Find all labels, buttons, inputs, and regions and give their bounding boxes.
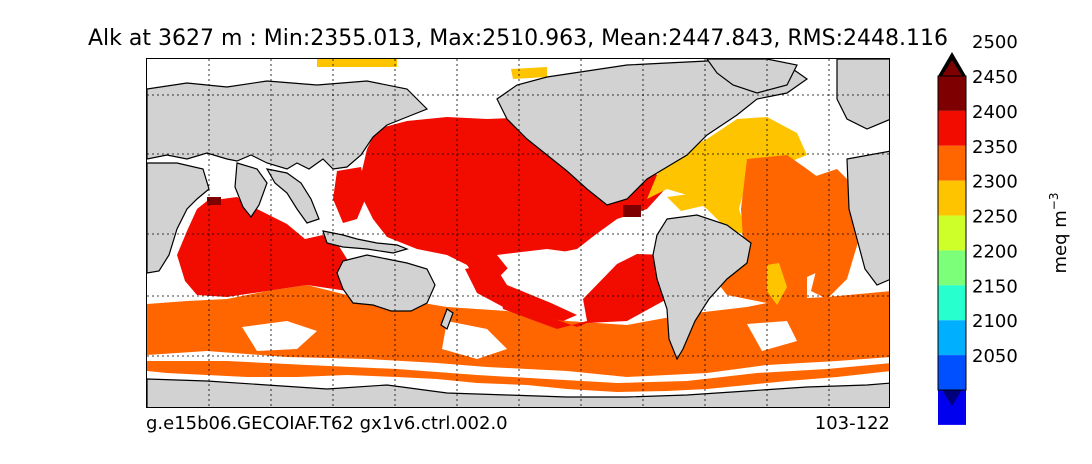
colorbar-tick-label: 2450: [972, 67, 1018, 88]
colorbar-segment: [938, 250, 966, 286]
region-indian-ocean: [177, 197, 373, 297]
region-arabian: [207, 197, 221, 205]
colorbar-segment: [938, 145, 966, 181]
region-gap: [497, 249, 583, 275]
land-europe-right: [836, 59, 889, 130]
colorbar-tick-label: 2050: [972, 346, 1018, 367]
region-south-atlantic-yellow: [767, 263, 787, 305]
case-name-label: g.e15b06.GECOIAF.T62 gx1v6.ctrl.002.0: [146, 413, 508, 434]
colorbar-unit-label: meq m−3: [1047, 193, 1071, 274]
region-pacific-west: [333, 167, 367, 223]
land-indonesia: [322, 230, 409, 254]
land-greenland: [706, 59, 798, 94]
colorbar-segment: [942, 60, 962, 76]
plot-title: Alk at 3627 m : Min:2355.013, Max:2510.9…: [88, 26, 948, 51]
region-pacific-south: [465, 263, 577, 321]
colorbar-segment: [938, 110, 966, 146]
colorbar-tick-label: 2500: [972, 32, 1018, 53]
region-north-atlantic: [647, 117, 807, 235]
land-africa-left: [147, 162, 210, 274]
region-gap: [242, 321, 317, 351]
colorbar-segment: [942, 390, 962, 406]
colorbar-segment: [938, 355, 966, 390]
land-nz: [440, 308, 454, 330]
land-india: [234, 162, 268, 219]
colorbar-tick-label: 2400: [972, 102, 1018, 123]
land-masses: [147, 59, 889, 407]
colorbar-tick-label: 2200: [972, 241, 1018, 262]
region-gap: [747, 321, 797, 351]
years-label: 103-122: [814, 413, 890, 434]
colorbar-segment: [938, 180, 966, 216]
land-africa-right: [846, 150, 889, 286]
map-canvas: [147, 59, 889, 407]
colorbar-tick-label: 2350: [972, 137, 1018, 158]
region-gap: [147, 351, 889, 383]
region-brazil-yellow: [667, 193, 707, 211]
region-arctic-yellow: [317, 59, 397, 67]
colorbar: 2050 2100 2150 2200 2250 2300 2350 2400 2450 2500…: [920, 32, 1071, 425]
colorbar-segment: [938, 285, 966, 321]
world-map: [146, 58, 890, 408]
colorbar-tick-label: 2250: [972, 207, 1018, 228]
colorbar-tick-label: 2100: [972, 311, 1018, 332]
land-indochina: [265, 168, 320, 224]
colorbar-frame: [937, 75, 967, 391]
gridlines: [147, 59, 889, 407]
land-australia: [336, 254, 436, 312]
colorbar-segment: [938, 320, 966, 356]
colorbar-tick-label: 2150: [972, 276, 1018, 297]
colorbar-segment: [938, 76, 966, 111]
colorbar-tick-label: 2300: [972, 172, 1018, 193]
colorbar-canvas: 2050 2100 2150 2200 2250 2300 2350 2400 2450 2500…: [937, 32, 1071, 425]
region-caribbean: [623, 205, 641, 217]
region-labrador-yellow: [511, 67, 547, 79]
colorbar-segment: [938, 215, 966, 251]
land-antarctica: [147, 378, 889, 407]
region-gap: [442, 321, 507, 359]
